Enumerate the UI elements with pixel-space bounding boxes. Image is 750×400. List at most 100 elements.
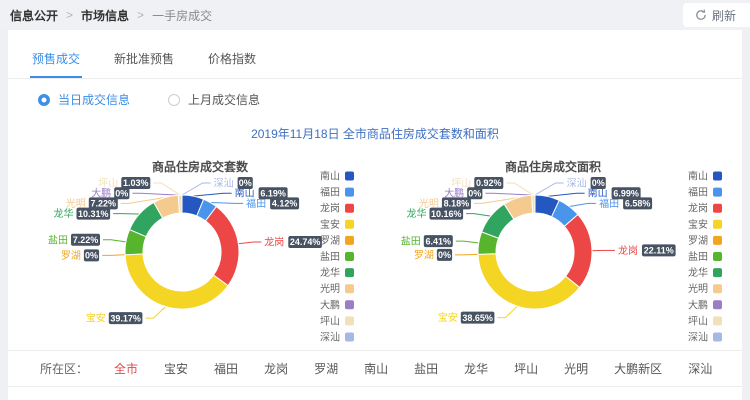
breadcrumb-item-market-info[interactable]: 市场信息	[81, 8, 130, 23]
donut-segment-龙岗[interactable]	[204, 205, 240, 287]
svg-text:0%: 0%	[239, 178, 252, 188]
radio-last-month-deals[interactable]: 上月成交信息	[168, 91, 260, 108]
legend-item-龙华[interactable]: 龙华	[688, 266, 722, 279]
donut-segment-坪山[interactable]	[531, 194, 536, 214]
district-option-盐田[interactable]: 盐田	[414, 362, 439, 376]
legend-item-深汕[interactable]: 深汕	[688, 332, 722, 344]
legend-item-福田[interactable]: 福田	[320, 186, 354, 199]
legend-item-南山[interactable]: 南山	[688, 170, 722, 183]
svg-text:龙岗: 龙岗	[688, 202, 708, 215]
district-option-龙华[interactable]: 龙华	[464, 362, 489, 376]
svg-text:7.22%: 7.22%	[73, 235, 99, 245]
breadcrumb-separator: >	[66, 8, 74, 22]
legend-item-光明[interactable]: 光明	[320, 282, 354, 295]
svg-text:南山: 南山	[588, 187, 608, 200]
slice-label-龙岗: 龙岗 24.74%	[264, 236, 322, 249]
slice-label-光明: 光明 7.22%	[66, 197, 118, 210]
slice-label-龙华: 龙华 10.16%	[407, 207, 464, 220]
legend-item-深汕[interactable]: 深汕	[320, 332, 354, 344]
label-leader-line	[153, 182, 181, 196]
svg-text:宝安: 宝安	[438, 311, 458, 324]
district-option-宝安[interactable]: 宝安	[164, 362, 189, 376]
svg-text:大鹏: 大鹏	[444, 187, 464, 200]
svg-text:光明: 光明	[688, 282, 708, 295]
legend-item-龙岗[interactable]: 龙岗	[320, 202, 354, 215]
svg-text:罗湖: 罗湖	[320, 235, 340, 247]
tab-new-approved-presale[interactable]: 新批准预售	[114, 52, 175, 66]
donut-segment-宝安[interactable]	[477, 253, 581, 310]
svg-text:罗湖: 罗湖	[688, 235, 708, 247]
svg-text:光明: 光明	[320, 282, 340, 295]
slice-label-光明: 光明 8.18%	[419, 197, 471, 210]
legend-item-宝安[interactable]: 宝安	[320, 218, 354, 231]
district-option-坪山[interactable]: 坪山	[514, 362, 539, 376]
legend-item-光明[interactable]: 光明	[688, 282, 722, 295]
svg-text:大鹏: 大鹏	[91, 187, 111, 200]
radio-label: 当日成交信息	[58, 93, 131, 107]
label-leader-line	[238, 241, 262, 245]
tab-bar: 预售成交 新批准预售 价格指数	[8, 30, 742, 79]
label-leader-line	[485, 192, 532, 196]
slice-label-深汕: 深汕 0%	[567, 177, 606, 190]
svg-text:坪山: 坪山	[98, 177, 118, 190]
legend-item-罗湖[interactable]: 罗湖	[320, 235, 354, 247]
breadcrumb-item-info-disclosure[interactable]: 信息公开	[10, 8, 59, 23]
chart-deal-area: 商品住房成交面积 南山 6.99% 福田 6.58% 龙岗 22.11% 宝安 38.65% 罗湖…	[372, 144, 732, 350]
svg-text:罗湖: 罗湖	[61, 250, 81, 262]
svg-text:深汕: 深汕	[567, 178, 587, 190]
district-option-罗湖[interactable]: 罗湖	[314, 362, 339, 376]
legend-item-坪山[interactable]: 坪山	[320, 314, 354, 327]
legend-item-坪山[interactable]: 坪山	[688, 314, 722, 327]
svg-text:0%: 0%	[115, 188, 128, 198]
legend-item-宝安[interactable]: 宝安	[688, 218, 722, 231]
svg-text:深汕: 深汕	[214, 178, 234, 190]
label-leader-line	[455, 253, 479, 256]
svg-text:4.12%: 4.12%	[272, 199, 298, 209]
district-option-龙岗[interactable]: 龙岗	[264, 362, 289, 376]
legend-item-南山[interactable]: 南山	[320, 170, 354, 183]
legend-item-龙华[interactable]: 龙华	[320, 266, 354, 279]
svg-text:10.16%: 10.16%	[431, 209, 462, 219]
donut-segment-坪山[interactable]	[177, 194, 183, 214]
svg-text:罗湖: 罗湖	[414, 249, 434, 261]
district-option-光明[interactable]: 光明	[564, 362, 589, 376]
slice-label-福田: 福田 6.58%	[599, 197, 653, 210]
legend-item-盐田[interactable]: 盐田	[320, 250, 354, 263]
district-option-全市[interactable]: 全市	[114, 362, 139, 376]
label-leader-line	[132, 192, 179, 196]
legend-item-大鹏[interactable]: 大鹏	[320, 298, 354, 311]
svg-text:龙岗: 龙岗	[618, 244, 638, 257]
district-option-深汕[interactable]: 深汕	[688, 362, 713, 376]
tab-presale-deals[interactable]: 预售成交	[30, 44, 83, 78]
slice-label-坪山: 坪山 0.92%	[451, 177, 504, 190]
period-radio-group: 当日成交信息 上月成交信息	[38, 91, 742, 108]
slice-label-宝安: 宝安 39.17%	[86, 312, 143, 325]
legend-item-盐田[interactable]: 盐田	[688, 250, 722, 263]
refresh-button[interactable]: 刷新	[682, 3, 750, 27]
svg-text:39.17%: 39.17%	[110, 313, 141, 323]
donut-segment-宝安[interactable]	[124, 253, 229, 310]
svg-text:0.92%: 0.92%	[476, 178, 502, 188]
svg-text:1.03%: 1.03%	[123, 178, 149, 188]
donut-segment-龙岗[interactable]	[563, 213, 593, 289]
legend-item-福田[interactable]: 福田	[688, 186, 722, 199]
label-leader-line	[455, 240, 479, 244]
legend-item-龙岗[interactable]: 龙岗	[688, 202, 722, 215]
svg-text:坪山: 坪山	[688, 314, 708, 327]
radio-today-deals[interactable]: 当日成交信息	[38, 91, 130, 108]
refresh-icon	[696, 9, 706, 20]
label-leader-line	[102, 254, 126, 256]
district-option-南山[interactable]: 南山	[364, 362, 389, 376]
district-option-福田[interactable]: 福田	[214, 362, 239, 376]
tab-price-index[interactable]: 价格指数	[208, 52, 257, 66]
slice-label-龙岗: 龙岗 22.11%	[618, 244, 676, 257]
legend-item-罗湖[interactable]: 罗湖	[688, 235, 722, 247]
section-title: 2019年11月18日 全市商品住房成交套数和面积	[251, 127, 499, 141]
radio-unselected-icon	[168, 93, 181, 106]
svg-text:光明: 光明	[66, 197, 86, 210]
chart-deal-count: 商品住房成交套数 南山 6.19% 福田 4.12% 龙岗 24.74% 宝安 39.17% 罗湖…	[12, 144, 372, 350]
svg-text:福田: 福田	[599, 197, 619, 210]
slice-label-南山: 南山 6.19%	[235, 187, 288, 200]
legend-item-大鹏[interactable]: 大鹏	[688, 298, 722, 311]
district-option-大鹏新区[interactable]: 大鹏新区	[614, 362, 663, 376]
